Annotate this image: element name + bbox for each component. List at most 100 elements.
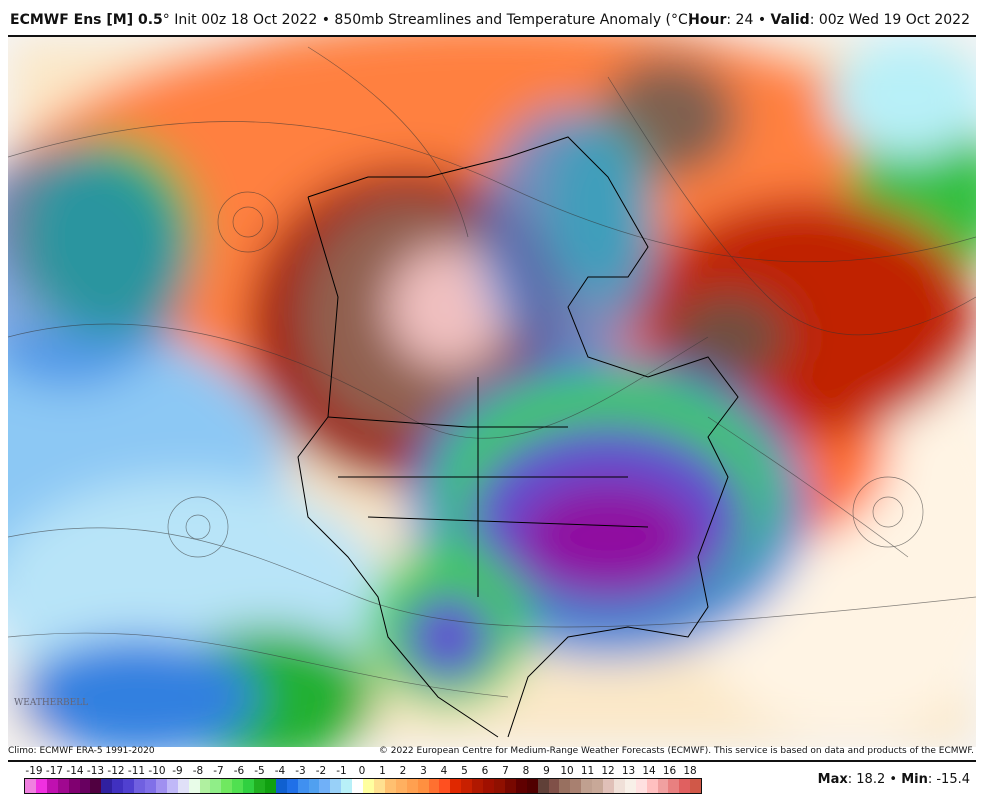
colorbar-swatch <box>657 779 669 793</box>
colorbar-tick-label: 16 <box>662 765 677 777</box>
colorbar-swatch <box>35 779 47 793</box>
colorbar-swatch <box>25 779 36 793</box>
colorbar-swatch <box>134 779 145 793</box>
coastlines-borders <box>297 136 739 738</box>
colorbar-swatch <box>483 779 494 793</box>
colorbar-swatch <box>330 779 342 793</box>
colorbar-swatch <box>624 779 636 793</box>
colorbar-tick-label: -12 <box>107 765 125 777</box>
colorbar-tick-label: 9 <box>543 765 550 777</box>
colorbar-swatch <box>264 779 276 793</box>
colorbar-tick-label: -11 <box>127 765 146 777</box>
separator: • <box>889 772 898 787</box>
colorbar-tick-label: 4 <box>440 765 448 777</box>
colorbar-tick-label: -9 <box>172 765 183 777</box>
colorbar-swatch <box>90 779 102 793</box>
colorbar-swatch <box>537 779 549 793</box>
colorbar-swatch <box>450 779 462 793</box>
colorbar-tick-label: -4 <box>274 765 286 777</box>
colorbar-swatch <box>319 779 331 793</box>
climo-note: Climo: ECMWF ERA-5 1991-2020 <box>8 746 155 756</box>
colorbar-tick-label: 13 <box>621 765 636 777</box>
model-name: ECMWF Ens [M] 0.5 <box>10 12 163 28</box>
anomaly-field <box>8 37 976 747</box>
colorbar-tick-label: 3 <box>420 765 427 777</box>
colorbar-swatch <box>613 779 625 793</box>
colorbar-swatch <box>406 779 418 793</box>
colorbar-tick-label: 11 <box>580 765 595 777</box>
max-label: Max <box>817 772 848 787</box>
colorbar-tick-label: -8 <box>192 765 204 777</box>
colorbar-tick-label: 8 <box>522 765 530 777</box>
max-value: : 18.2 <box>847 772 886 787</box>
separator: • <box>321 12 330 28</box>
colorbar-swatch <box>112 779 124 793</box>
colorbar-tick-label: -17 <box>45 765 64 777</box>
colorbar-tick-label: 1 <box>379 765 386 777</box>
divider <box>8 760 976 762</box>
colorbar-swatch <box>79 779 91 793</box>
colorbar-swatch <box>374 779 385 793</box>
product-name: 850mb Streamlines and Temperature Anomal… <box>334 12 694 28</box>
separator: • <box>757 12 767 28</box>
colorbar-swatch <box>439 779 451 793</box>
colorbar-swatch <box>515 779 527 793</box>
degree-symbol: ° <box>162 12 170 28</box>
colorbar-swatch <box>232 779 244 793</box>
colorbar-swatch <box>199 779 211 793</box>
map-canvas <box>8 37 976 747</box>
colorbar-swatch <box>504 779 516 793</box>
colorbar-swatch <box>68 779 80 793</box>
valid-time: Hour: 24 • Valid: 00z Wed 19 Oct 2022 <box>688 12 970 28</box>
colorbar-swatch <box>46 779 58 793</box>
streamlines <box>8 46 976 698</box>
weatherbell-logo: WEATHERBELL <box>14 698 89 708</box>
colorbar-swatch <box>363 779 374 793</box>
colorbar-tick-label: 18 <box>683 765 697 777</box>
colorbar-swatch <box>177 779 189 793</box>
colorbar-tick-label: -13 <box>86 765 105 777</box>
colorbar-tick-label: -3 <box>295 765 306 777</box>
colorbar-labels: -19 -17 -14 -13 -12 -11 -10 -9 -8 -7 -6 -5 -4 -3 -2 -1 0… <box>24 765 700 777</box>
colorbar-tick-label: -5 <box>254 765 265 777</box>
colorbar-swatch <box>275 779 287 793</box>
colorbar-tick-label: -6 <box>233 765 245 777</box>
colorbar-tick-label: 14 <box>642 765 656 777</box>
colorbar-swatch <box>57 779 69 793</box>
colorbar-swatch <box>341 779 353 793</box>
min-value: : -15.4 <box>927 772 970 787</box>
colorbar-swatch <box>592 779 604 793</box>
colorbar-swatch <box>570 779 582 793</box>
colorbar <box>24 778 702 794</box>
colorbar-swatch <box>254 779 265 793</box>
colorbar-tick-label: 0 <box>358 765 366 777</box>
colorbar-swatch <box>668 779 680 793</box>
colorbar-swatch <box>417 779 429 793</box>
hour-label: Hour <box>688 12 727 28</box>
temperature-anomaly-map <box>8 35 976 747</box>
colorbar-swatch <box>428 779 440 793</box>
colorbar-tick-label: -10 <box>148 765 166 777</box>
colorbar-swatch <box>210 779 222 793</box>
colorbar-swatch <box>679 779 691 793</box>
colorbar-swatch <box>297 779 309 793</box>
colorbar-swatch <box>461 779 473 793</box>
colorbar-tick-label: -14 <box>66 765 84 777</box>
colorbar-tick-label: -1 <box>336 765 347 777</box>
valid-label: Valid <box>770 12 810 28</box>
colorbar-swatch <box>166 779 178 793</box>
colorbar-tick-label: 7 <box>502 765 509 777</box>
colorbar-swatch <box>144 779 156 793</box>
colorbar-swatch <box>101 779 113 793</box>
colorbar-swatch <box>221 779 233 793</box>
colorbar-swatch <box>690 779 702 793</box>
colorbar-swatch <box>286 779 298 793</box>
colorbar-swatch <box>548 779 560 793</box>
colorbar-swatch <box>243 779 255 793</box>
colorbar-tick-label: 2 <box>399 765 407 777</box>
colorbar-swatch <box>559 779 571 793</box>
copyright-note: © 2022 European Centre for Medium-Range … <box>378 746 974 756</box>
colorbar-swatch <box>603 779 614 793</box>
colorbar-swatch <box>308 779 320 793</box>
